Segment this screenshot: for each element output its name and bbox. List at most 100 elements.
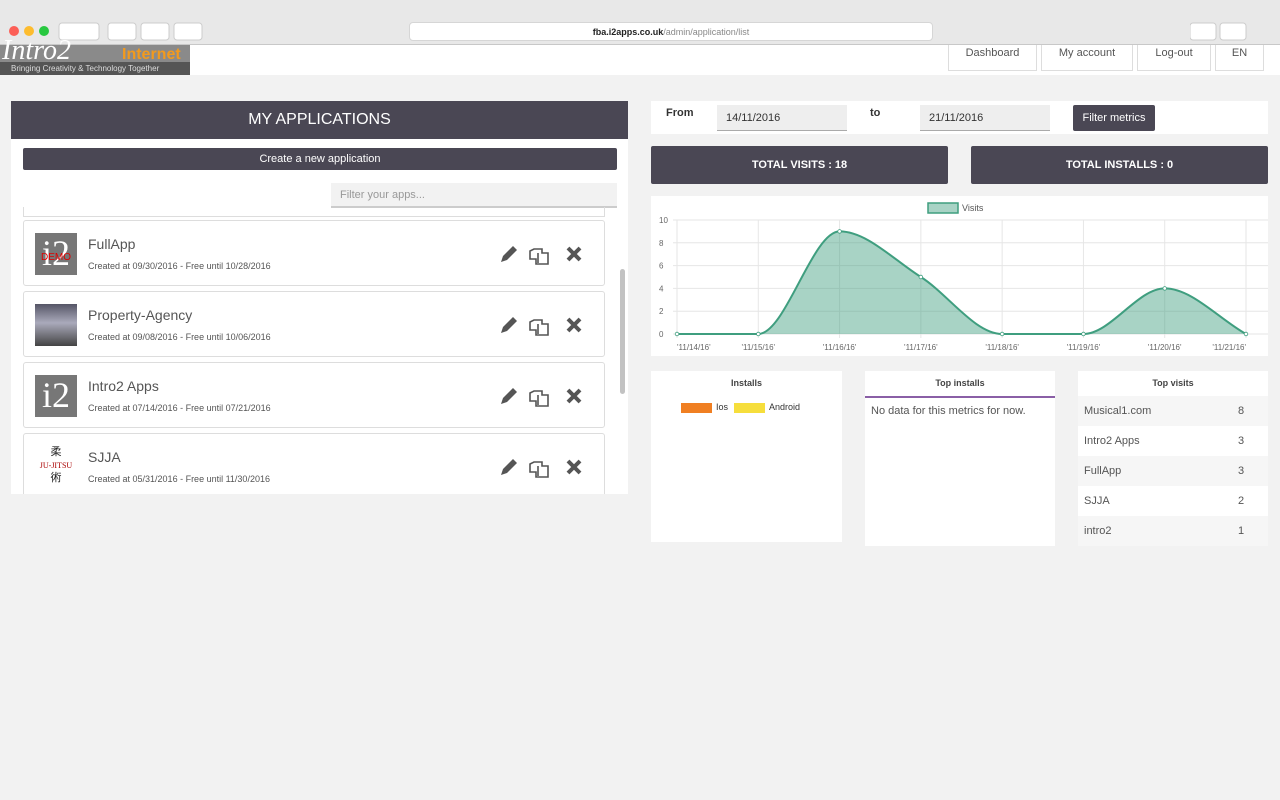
- from-label: From: [666, 107, 694, 119]
- visit-count: 3: [1238, 435, 1245, 447]
- legend-label: Visits: [962, 203, 984, 213]
- x-tick-label: '11/20/16': [1148, 343, 1182, 352]
- app-icon: 柔 JU-JITSU 術: [35, 446, 77, 488]
- x-tick-label: '11/15/16': [741, 343, 775, 352]
- copy-icon[interactable]: [529, 319, 549, 336]
- icon-text: i2: [41, 233, 70, 273]
- minimize-dot[interactable]: [24, 26, 34, 36]
- point: [756, 331, 761, 337]
- window-actions: [1190, 22, 1247, 41]
- point: [674, 331, 680, 337]
- app-card: 柔 JU-JITSU 術 SJJA Created at 05/31/2016 - Fr…: [23, 433, 605, 494]
- to-date[interactable]: 21/11/2016: [920, 105, 1050, 131]
- table-row: SJJA 2: [1078, 486, 1268, 516]
- x-tick-label: '11/17/16': [904, 343, 938, 352]
- nav-language[interactable]: EN: [1215, 45, 1264, 71]
- table-row: intro2 1: [1078, 516, 1268, 546]
- app-icon: i2: [35, 375, 77, 417]
- share-button[interactable]: [1190, 22, 1217, 41]
- zoom-dot[interactable]: [39, 26, 49, 36]
- y-tick-label: 0: [659, 330, 664, 339]
- top-installs-panel: Top installs No data for this metrics fo…: [865, 371, 1055, 546]
- address-bar[interactable]: fba.i2apps.co.uk/admin/application/list: [409, 22, 933, 41]
- table-row: Intro2 Apps 3: [1078, 426, 1268, 456]
- icon-badge: DEMO: [41, 252, 71, 263]
- print-button[interactable]: [173, 22, 203, 41]
- create-button[interactable]: Create a new application: [23, 148, 617, 170]
- edit-icon[interactable]: [501, 246, 517, 262]
- url-path: /admin/application/list: [663, 27, 750, 37]
- total-installs: TOTAL INSTALLS : 0: [971, 146, 1268, 184]
- x-tick-label: '11/21/16': [1212, 343, 1246, 352]
- nav-account[interactable]: My account: [1041, 45, 1133, 71]
- logo: Intro2 Internet Bringing Creativity & Te…: [0, 35, 190, 75]
- to-label: to: [870, 107, 881, 119]
- app-icon: i2 DEMO: [35, 233, 77, 275]
- app-details: Created at 05/31/2016 - Free until 11/30…: [88, 474, 270, 484]
- point: [1243, 331, 1249, 337]
- nav-logout[interactable]: Log-out: [1137, 45, 1211, 71]
- logo-main: Intro2: [2, 35, 71, 66]
- delete-icon[interactable]: [566, 317, 582, 333]
- panel-title: Top visits: [1152, 378, 1194, 388]
- home-button[interactable]: [140, 22, 170, 41]
- visit-name: Musical1.com: [1084, 405, 1152, 417]
- point: [999, 331, 1005, 337]
- legend-item: Android: [734, 402, 800, 413]
- logo-tagline: Bringing Creativity & Technology Togethe…: [0, 62, 190, 75]
- app-actions: [501, 317, 582, 336]
- app-actions: [501, 459, 582, 478]
- copy-icon[interactable]: [529, 390, 549, 407]
- point: [918, 274, 924, 280]
- visit-name: SJJA: [1084, 495, 1110, 507]
- scrollbar[interactable]: [620, 269, 625, 394]
- tabs-button[interactable]: [1219, 22, 1247, 41]
- icon-line: 術: [50, 472, 62, 484]
- app-card: i2 Intro2 Apps Created at 07/14/2016 - Fre…: [23, 362, 605, 428]
- delete-icon[interactable]: [566, 459, 582, 475]
- legend-item: Ios: [681, 402, 728, 413]
- sidebar-button[interactable]: [107, 22, 137, 41]
- app-card: Property-Agency Created at 09/08/2016 - F…: [23, 291, 605, 357]
- panel-title: Top installs: [935, 378, 985, 388]
- legend-swatch: [681, 402, 712, 413]
- y-tick-label: 8: [659, 239, 664, 248]
- y-tick-label: 2: [659, 307, 664, 316]
- card-edge: [23, 207, 605, 217]
- app-list: i2 DEMO FullApp Created at 09/30/2016 - Fre…: [11, 220, 628, 494]
- panel-title: Installs: [730, 378, 762, 388]
- point: [1162, 286, 1167, 291]
- applications-panel: MY APPLICATIONS Create a new application…: [11, 101, 628, 494]
- delete-icon[interactable]: [566, 388, 582, 404]
- delete-icon[interactable]: [566, 246, 582, 262]
- x-tick-label: '11/18/16': [985, 343, 1019, 352]
- icon-line: 柔: [50, 446, 62, 458]
- edit-icon[interactable]: [501, 317, 517, 333]
- icon-text: i2: [41, 375, 70, 415]
- x-tick-label: '11/14/16': [677, 343, 711, 352]
- filter-input[interactable]: Filter your apps...: [331, 183, 617, 208]
- table-row: Musical1.com 8: [1078, 396, 1268, 426]
- table-row: FullApp 3: [1078, 456, 1268, 486]
- x-tick-label: '11/19/16': [1067, 343, 1101, 352]
- line: [677, 230, 1247, 336]
- nav-buttons[interactable]: [58, 22, 100, 41]
- app-card: i2 DEMO FullApp Created at 09/30/2016 - Fre…: [23, 220, 605, 286]
- y-tick-label: 10: [659, 216, 668, 225]
- close-dot[interactable]: [9, 26, 19, 36]
- copy-icon[interactable]: [529, 248, 549, 265]
- from-date[interactable]: 14/11/2016: [717, 105, 847, 131]
- copy-icon[interactable]: [529, 461, 549, 478]
- filter-button[interactable]: Filter metrics: [1073, 105, 1155, 131]
- app-details: Created at 07/14/2016 - Free until 07/21…: [88, 403, 271, 413]
- edit-icon[interactable]: [501, 388, 517, 404]
- point: [837, 229, 842, 234]
- point: [1081, 331, 1086, 337]
- area: [677, 231, 1246, 334]
- visits-chart: 0 2 4 6 8 10 '11/14/16' '11/15/16' '11/16/16' '11…: [651, 196, 1268, 356]
- y-tick-label: 4: [659, 284, 664, 293]
- edit-icon[interactable]: [501, 459, 517, 475]
- nav-dashboard[interactable]: Dashboard: [948, 45, 1037, 71]
